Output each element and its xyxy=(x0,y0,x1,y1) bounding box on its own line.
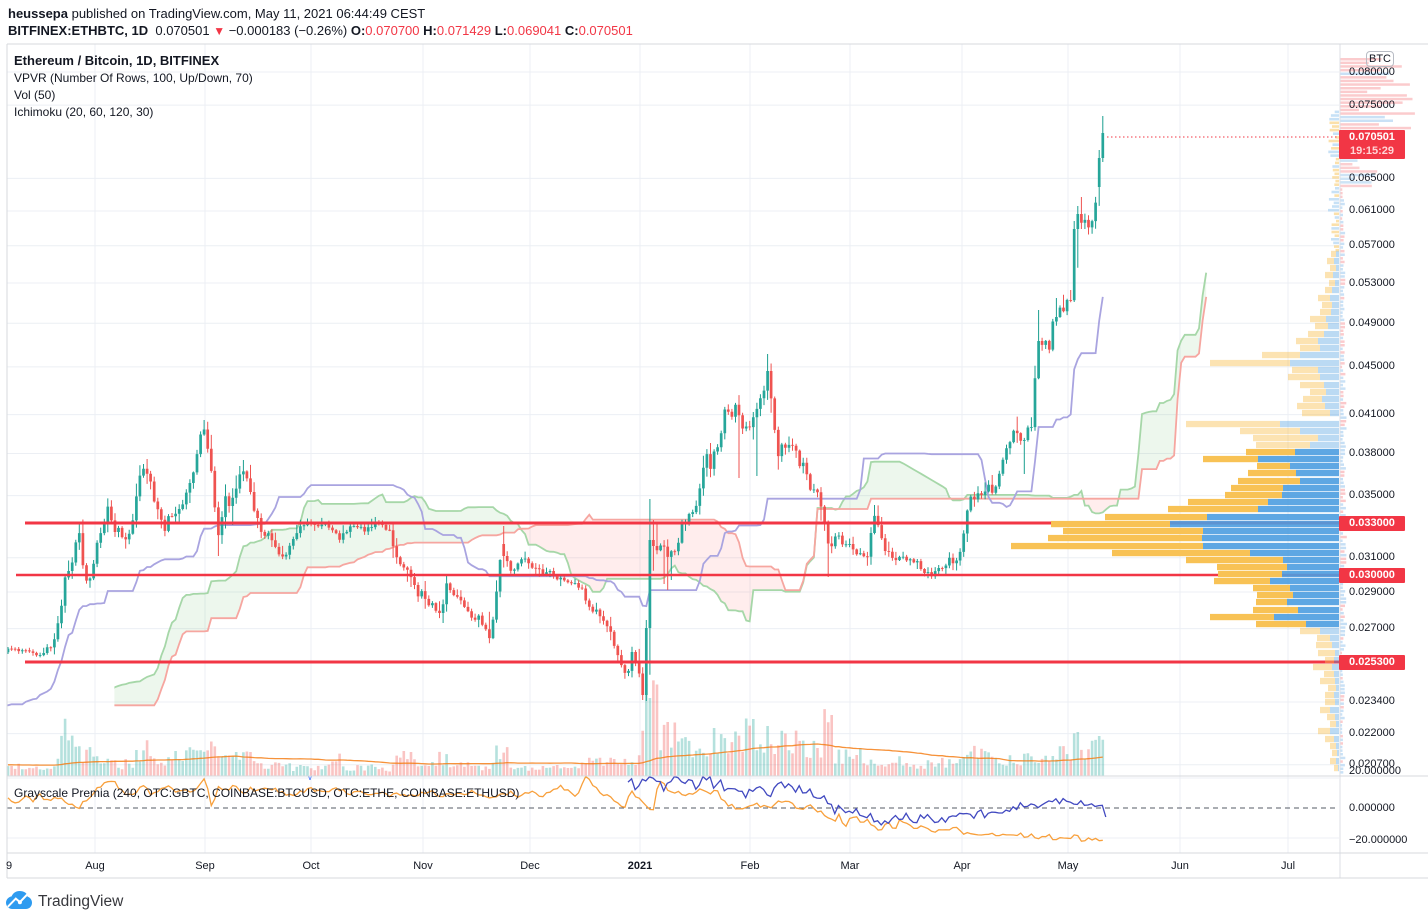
svg-text:v: v xyxy=(308,773,312,782)
svg-text:TradingView: TradingView xyxy=(38,893,124,910)
